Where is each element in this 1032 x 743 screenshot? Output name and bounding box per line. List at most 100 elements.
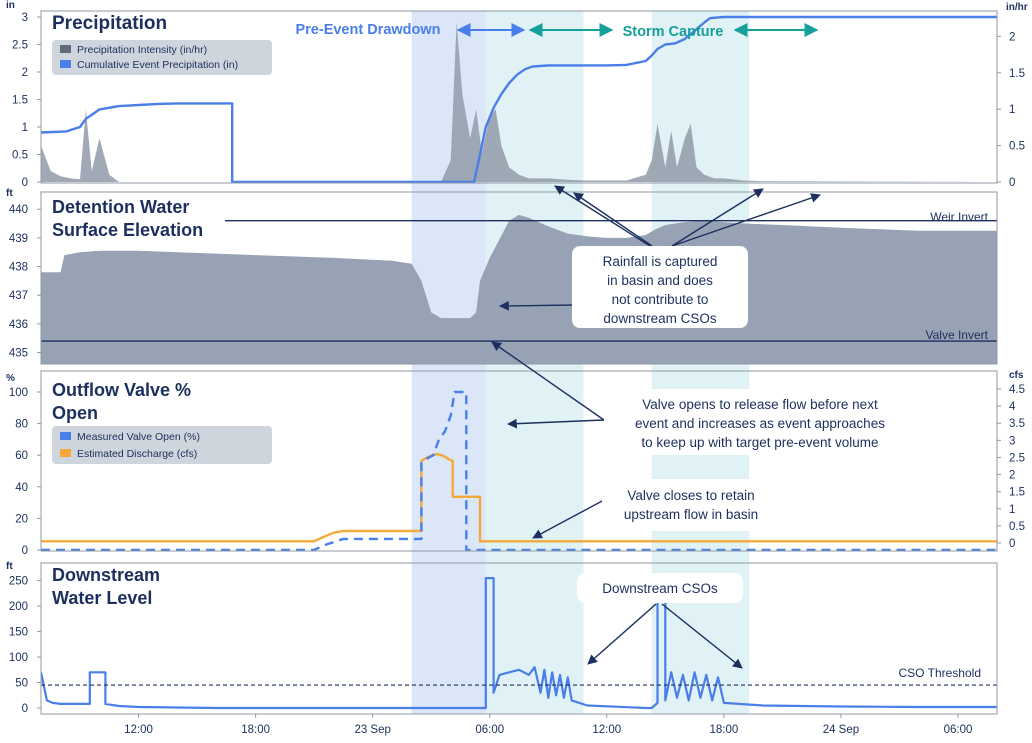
valve-invert-label: Valve Invert [926,328,989,342]
precip-frame [40,10,998,184]
valve-title-line1: Outflow Valve % [52,380,191,400]
elev-title-line1: Detention Water [52,197,189,217]
valve-frame [40,370,998,552]
rain-arrow-4 [671,193,821,247]
valve-closes-callout: Valve closes to retain upstream flow in … [602,479,780,531]
precip-legend-swatch-intensity [60,45,71,53]
elev-left-tick-label: 440 [9,204,28,216]
x-tick-label: 06:00 [944,724,973,736]
elev-left-tick-label: 436 [9,319,28,331]
elev-frame [40,191,998,365]
down-left-tick-label: 200 [9,601,28,613]
down-left-tick-label: 150 [9,627,28,639]
down-title-line2: Water Level [52,588,152,608]
valve-left-tick-label: 20 [15,513,28,525]
cso-arrow-left [587,603,657,665]
valve-opens-line3: to keep up with target pre-event volume [641,435,878,450]
rain-callout-line2: in basin and does [607,273,713,288]
elev-left-tick-label: 439 [9,233,28,245]
valve-right-tick-label: 1.5 [1009,487,1025,499]
annotation-callouts: Rainfall is captured in basin and does n… [572,246,916,603]
valve-left-tick-label: 40 [15,482,28,494]
precip-left-tick-label: 0.5 [12,150,28,162]
downstream-level-line [41,577,997,710]
precip-plot [41,15,997,183]
valve-left-tick-label: 0 [22,545,28,557]
precip-left-tick-label: 1 [22,122,28,134]
rain-callout-line3: not contribute to [612,292,709,307]
valve-open-line [41,390,997,551]
precip-title: Precipitation [52,13,167,34]
rain-arrow-2 [573,192,653,247]
down-left-tick-label: 250 [9,576,28,588]
reference-labels: Weir Invert Valve Invert CSO Threshold [899,210,989,680]
valve-title-line2: Open [52,403,98,423]
weir-invert-label: Weir Invert [930,210,988,224]
elev-left-tick-label: 438 [9,262,28,274]
valve-closes-line1: Valve closes to retain [627,488,754,503]
precip-legend: Precipitation Intensity (in/hr) Cumulati… [52,40,272,75]
precip-right-tick-label: 1.5 [1009,68,1025,80]
valve-right-tick-label: 2 [1009,470,1015,482]
axes: 0 0.5 1 1.5 2 2.5 3 0 0.5 1 1.5 2 435 436 437 438 439 440… [9,12,1025,736]
valve-right-tick-label: 0.5 [1009,521,1025,533]
valve-opens-callout: Valve opens to release flow before next … [604,389,916,455]
down-left-unit: ft [6,561,13,572]
elevation-area [41,214,997,364]
elev-title-line2: Surface Elevation [52,220,203,240]
capture-label: Storm Capture [623,24,724,40]
rain-arrow-1 [554,185,651,247]
valve-legend: Measured Valve Open (%) Estimated Discha… [52,426,272,464]
down-left-tick-label: 0 [22,703,28,715]
x-tick-label: 18:00 [241,724,270,736]
down-left-tick-label: 100 [9,652,28,664]
precip-left-tick-label: 0 [22,177,28,189]
x-tick-label: 12:00 [592,724,621,736]
rain-callout: Rainfall is captured in basin and does n… [572,246,748,328]
valve-left-unit: % [6,373,15,384]
panel-frames [40,10,998,715]
precip-legend-label-intensity: Precipitation Intensity (in/hr) [77,44,207,56]
valve-legend-label-measured: Measured Valve Open (%) [77,431,200,443]
x-tick-label: 24 Sep [823,724,859,736]
down-frame [40,562,998,715]
precip-legend-swatch-cumulative [60,60,71,68]
band-labels: Pre-Event Drawdown Storm Capture [295,22,819,40]
down-left-tick-label: 50 [15,678,28,690]
rain-callout-line1: Rainfall is captured [603,254,718,269]
precip-left-tick-label: 1.5 [12,95,28,107]
valve-legend-label-discharge: Estimated Discharge (cfs) [77,448,197,460]
valve-right-tick-label: 4.5 [1009,384,1025,396]
precip-left-tick-label: 2.5 [12,40,28,52]
valve-left-tick-label: 80 [15,419,28,431]
precip-right-tick-label: 2 [1009,31,1015,43]
precip-right-tick-label: 1 [1009,104,1015,116]
elev-left-unit: ft [6,188,13,199]
precip-right-tick-label: 0.5 [1009,141,1025,153]
panel-titles: Precipitation Detention Water Surface El… [6,0,1028,608]
valve-legend-swatch-measured [60,432,71,440]
precip-left-tick-label: 3 [22,12,28,24]
precip-right-unit: in/hr [1006,2,1028,13]
precip-left-unit: in [6,0,15,11]
valve-right-tick-label: 0 [1009,538,1015,550]
cso-callout-text: Downstream CSOs [602,581,718,596]
x-tick-label: 12:00 [124,724,153,736]
precip-left-tick-label: 2 [22,67,28,79]
precip-right-tick-label: 0 [1009,177,1015,189]
valve-opens-line1: Valve opens to release flow before next [642,397,878,412]
rain-arrow-3 [671,188,764,247]
x-tick-label: 23 Sep [354,724,390,736]
elev-left-tick-label: 435 [9,348,28,360]
downstream-plot [41,577,997,710]
elev-left-tick-label: 437 [9,290,28,302]
valve-right-tick-label: 3.5 [1009,418,1025,430]
valve-closes-arrow [532,499,605,539]
cso-arrow-right [661,603,743,669]
down-title-line1: Downstream [52,565,160,585]
valve-legend-swatch-discharge [60,449,71,457]
valve-opens-arrow-a [491,341,605,421]
valve-right-unit: cfs [1009,370,1024,381]
